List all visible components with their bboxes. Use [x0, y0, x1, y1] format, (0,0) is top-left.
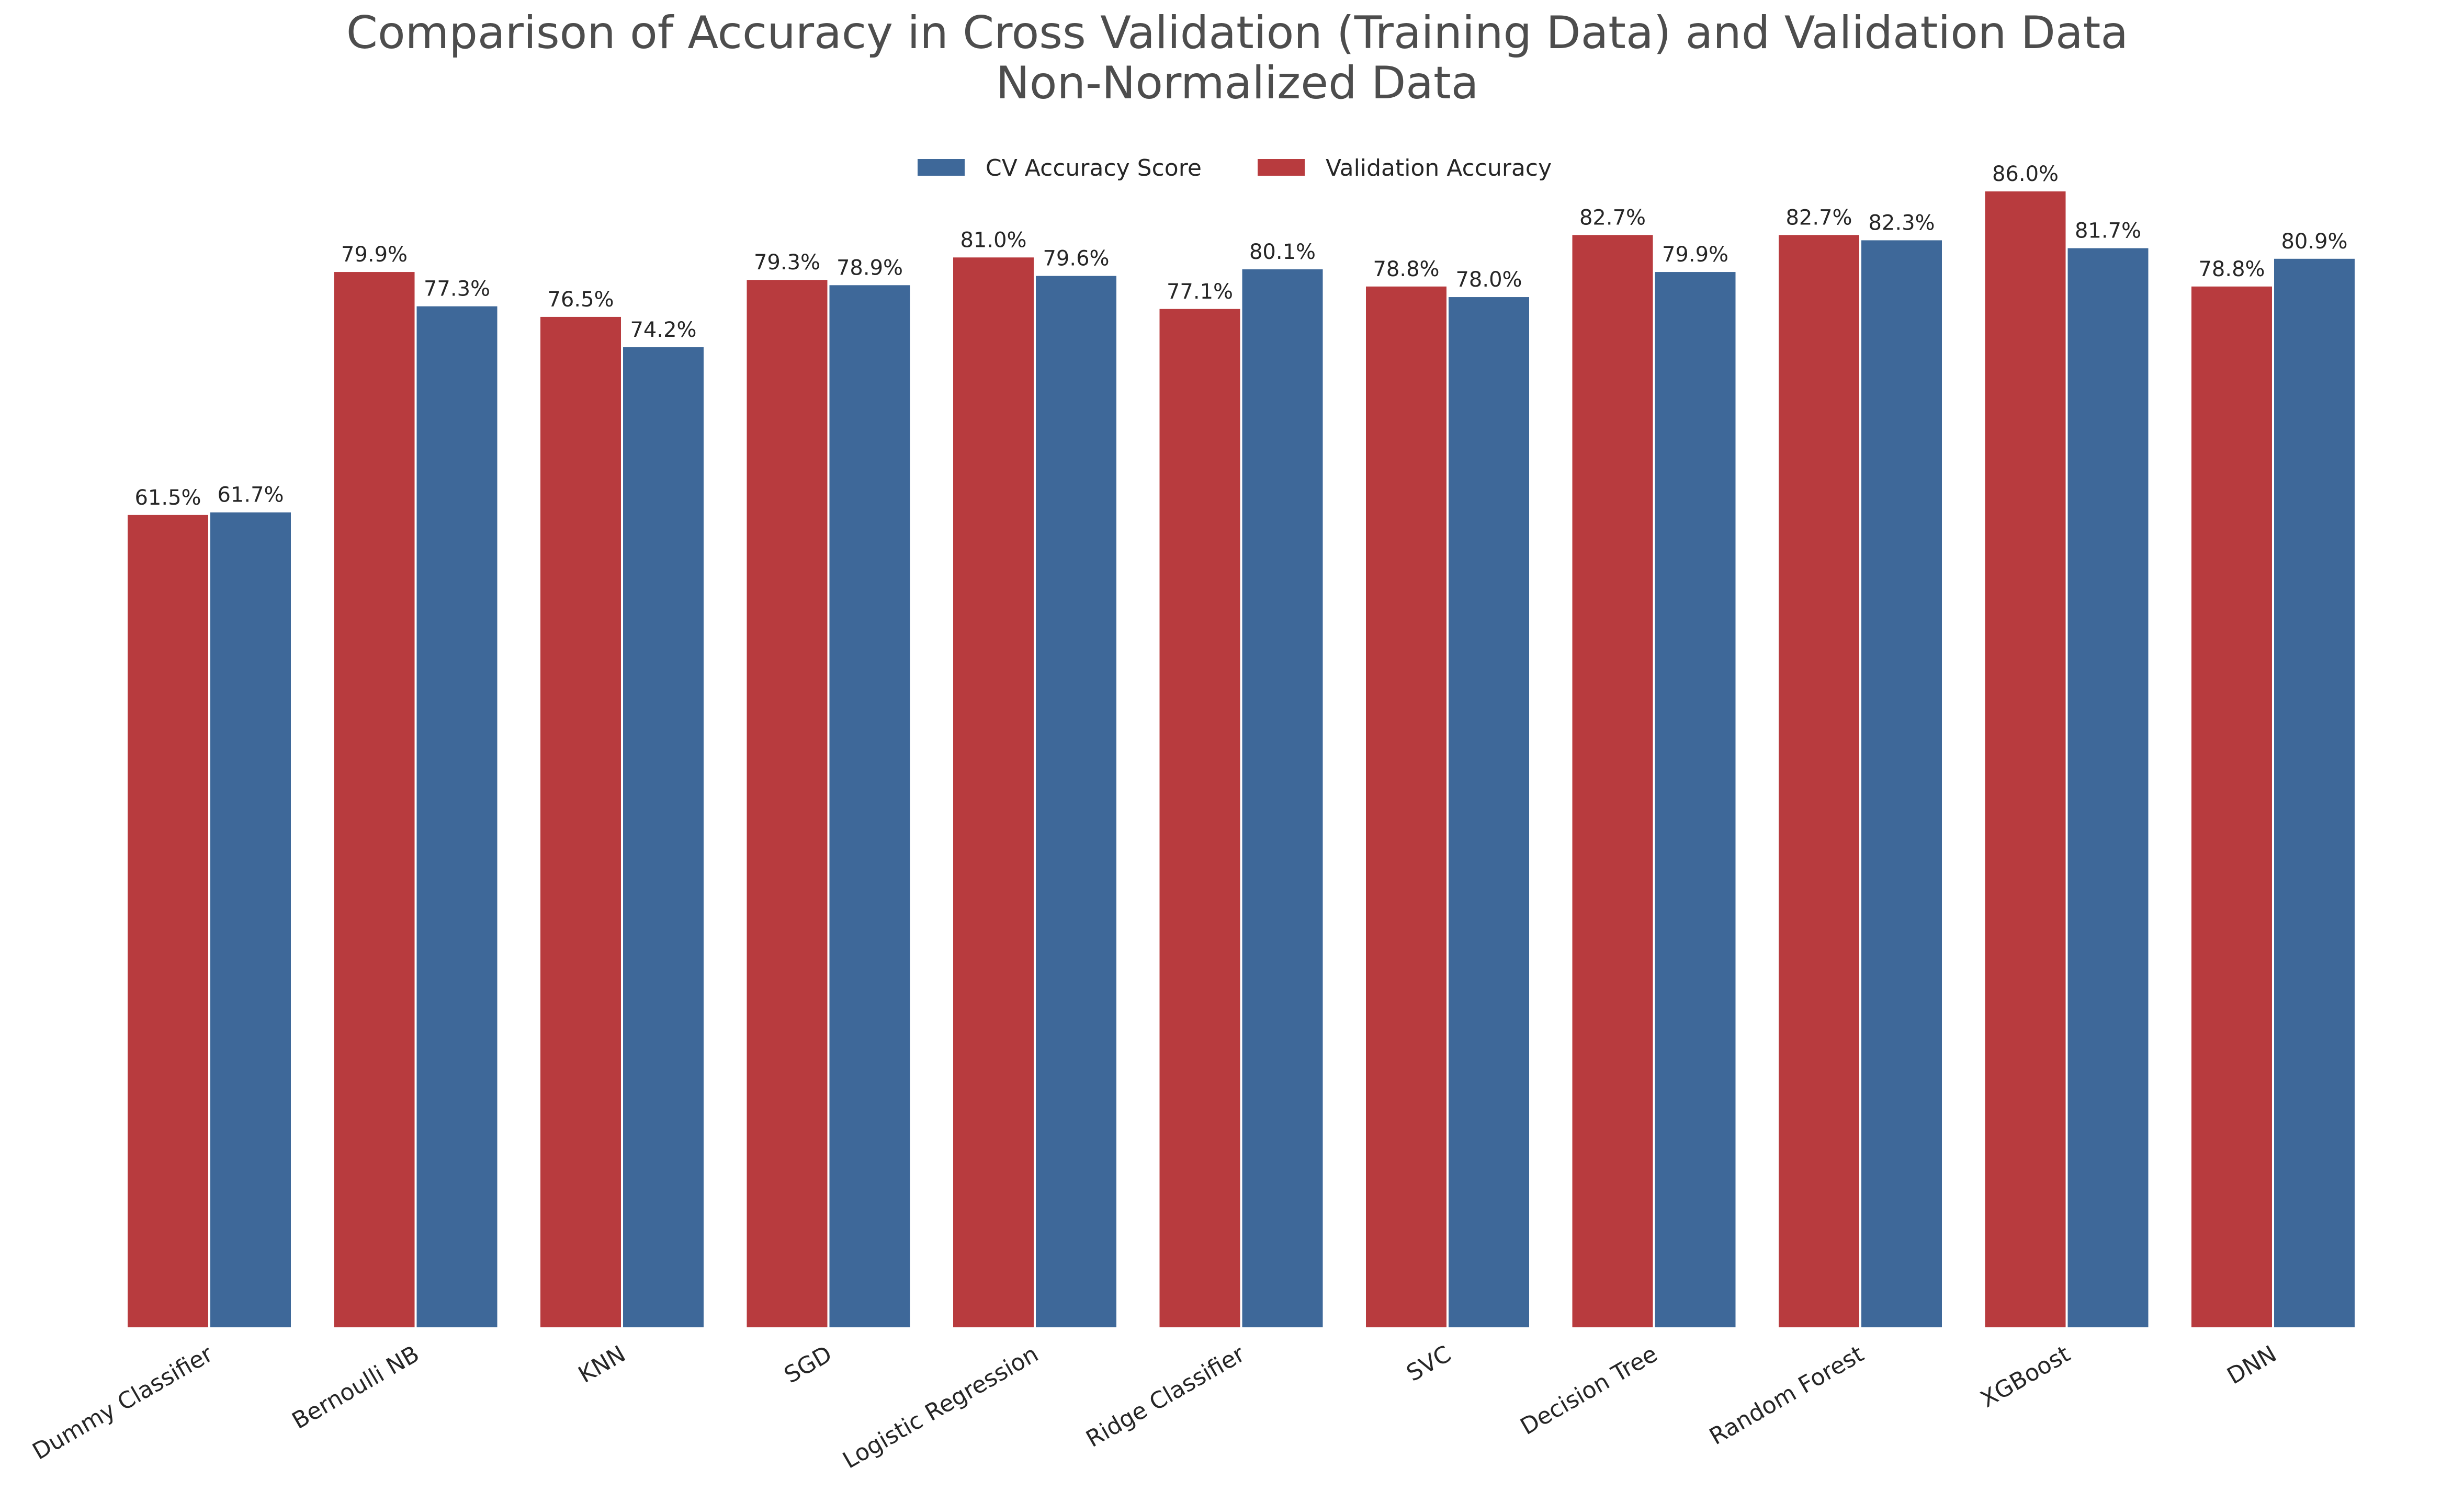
bar-cv-logistic-regression [1036, 276, 1116, 1327]
value-label-cv-ridge-classifier: 80.1% [1249, 240, 1316, 264]
bar-cv-dummy-classifier [210, 512, 291, 1327]
bar-validation-sgd [747, 280, 828, 1328]
bar-cv-ridge-classifier [1242, 269, 1323, 1327]
value-label-validation-decision-tree: 82.7% [1579, 206, 1646, 230]
value-label-cv-svc: 78.0% [1455, 268, 1522, 292]
bar-validation-svc [1366, 286, 1446, 1328]
legend-swatch-validation-accuracy [1258, 159, 1305, 176]
bar-cv-svc [1449, 297, 1529, 1327]
value-label-cv-dummy-classifier: 61.7% [217, 483, 284, 507]
x-tick-label-dnn: DNN [2223, 1340, 2281, 1390]
value-label-cv-random-forest: 82.3% [1868, 211, 1935, 235]
x-tick-label-sgd: SGD [779, 1340, 837, 1388]
chart-subtitle: Non-Normalized Data [996, 57, 1479, 109]
bar-cv-sgd [829, 285, 910, 1327]
value-label-cv-bernoulli-nb: 77.3% [424, 277, 490, 301]
bar-validation-ridge-classifier [1159, 309, 1240, 1327]
bar-validation-dnn [2191, 286, 2272, 1328]
x-tick-label-random-forest: Random Forest [1705, 1340, 1868, 1450]
value-label-validation-random-forest: 82.7% [1785, 206, 1852, 230]
bar-validation-decision-tree [1572, 235, 1653, 1327]
bar-cv-xgboost [2067, 248, 2149, 1327]
x-tick-label-bernoulli-nb: Bernoulli NB [288, 1340, 424, 1435]
x-tick-label-ridge-classifier: Ridge Classifier [1082, 1340, 1250, 1453]
x-tick-label-decision-tree: Decision Tree [1516, 1340, 1662, 1440]
x-tick-label-group: Dummy Classifier Bernoulli NB KNN SGD Logist… [28, 1340, 2281, 1474]
value-label-cv-xgboost: 81.7% [2075, 219, 2141, 243]
value-label-cv-knn: 74.2% [630, 318, 696, 342]
value-label-validation-xgboost: 86.0% [1992, 162, 2059, 186]
legend-label-validation-accuracy: Validation Accuracy [1326, 155, 1552, 181]
x-tick-label-svc: SVC [1402, 1340, 1455, 1387]
value-label-cv-sgd: 78.9% [837, 256, 903, 280]
legend-label-cv-accuracy: CV Accuracy Score [986, 155, 1202, 181]
bar-cv-bernoulli-nb [416, 306, 498, 1327]
value-label-validation-logistic-regression: 81.0% [960, 228, 1026, 252]
value-label-validation-bernoulli-nb: 79.9% [341, 243, 408, 267]
value-label-cv-dnn: 80.9% [2281, 230, 2347, 254]
bar-cv-knn [623, 347, 704, 1328]
bar-validation-random-forest [1779, 235, 1859, 1327]
x-tick-label-dummy-classifier: Dummy Classifier [28, 1340, 218, 1465]
bar-validation-bernoulli-nb [334, 272, 415, 1327]
value-label-cv-decision-tree: 79.9% [1662, 243, 1728, 267]
x-tick-label-knn: KNN [574, 1340, 630, 1388]
value-label-validation-dummy-classifier: 61.5% [134, 486, 201, 510]
value-label-validation-sgd: 79.3% [754, 251, 820, 275]
x-tick-label-xgboost: XGBoost [1976, 1340, 2075, 1413]
legend: CV Accuracy Score Validation Accuracy [918, 155, 1552, 181]
bar-validation-xgboost [1985, 191, 2066, 1327]
bar-group [128, 191, 2355, 1328]
x-tick-label-logistic-regression: Logistic Regression [838, 1340, 1043, 1474]
value-label-validation-knn: 76.5% [547, 288, 614, 312]
value-label-validation-svc: 78.8% [1373, 257, 1439, 281]
legend-swatch-cv-accuracy [918, 159, 965, 176]
value-label-cv-logistic-regression: 79.6% [1043, 247, 1109, 271]
bar-validation-logistic-regression [953, 257, 1034, 1328]
bar-cv-decision-tree [1655, 272, 1736, 1327]
bar-cv-random-forest [1861, 240, 1942, 1327]
bar-validation-knn [540, 316, 621, 1328]
value-label-validation-dnn: 78.8% [2198, 257, 2265, 281]
bar-validation-dummy-classifier [128, 515, 208, 1327]
chart-title: Comparison of Accuracy in Cross Validati… [346, 7, 2128, 59]
value-label-group: 61.5% 61.7% 79.9% 77.3% 76.5% 74.2% 79.3% 78.9%… [134, 162, 2347, 510]
value-label-validation-ridge-classifier: 77.1% [1167, 280, 1233, 304]
bar-cv-dnn [2274, 258, 2355, 1327]
